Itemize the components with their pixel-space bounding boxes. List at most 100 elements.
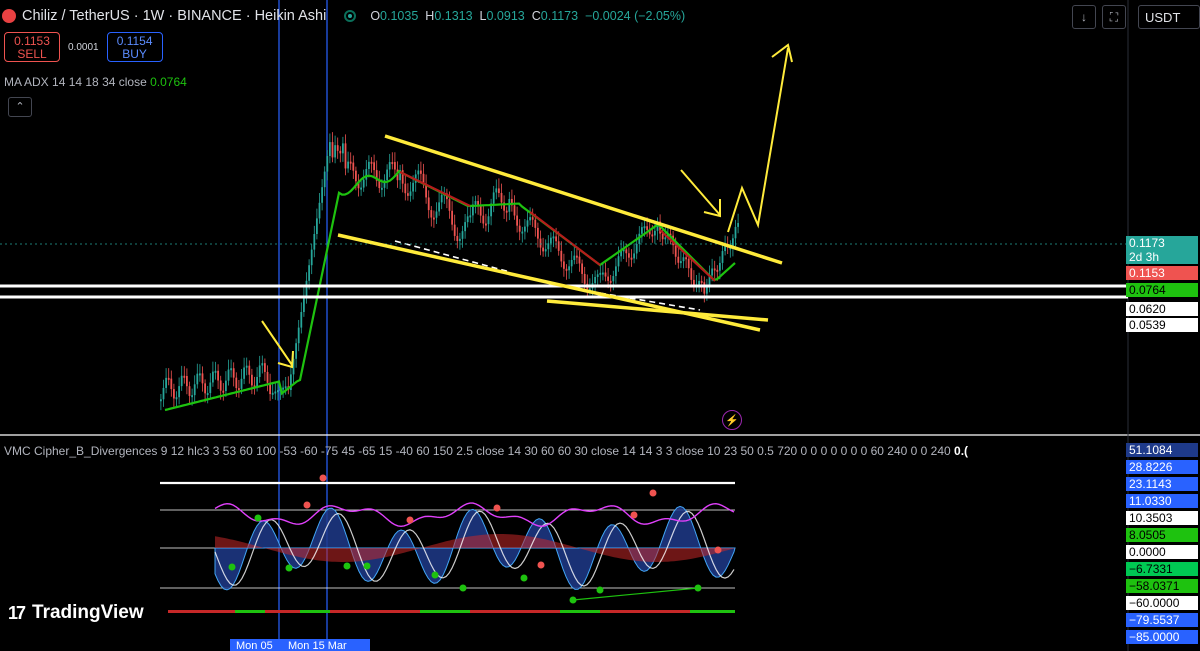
candle xyxy=(160,399,162,402)
candle xyxy=(180,375,183,387)
candle xyxy=(472,204,474,216)
trend-bar-green xyxy=(560,610,600,613)
candle xyxy=(381,187,383,190)
candle xyxy=(654,230,656,236)
candle xyxy=(513,205,516,216)
candle xyxy=(479,205,482,216)
candle xyxy=(612,276,615,282)
candle xyxy=(667,233,669,238)
candle xyxy=(555,236,557,242)
candle xyxy=(222,390,225,393)
candle xyxy=(313,234,316,250)
candle xyxy=(329,142,331,156)
candle xyxy=(209,382,212,394)
candle xyxy=(539,238,542,248)
trade-panel: 0.1153 SELL 0.0001 0.1154 BUY xyxy=(4,32,163,62)
logo-text: TradingView xyxy=(32,602,144,623)
candle xyxy=(165,377,167,388)
candle xyxy=(615,266,617,277)
projection-arrowhead xyxy=(771,43,793,63)
symbol-title[interactable]: Chiliz / TetherUS · 1W · BINANCE · Heiki… xyxy=(22,8,327,24)
candle xyxy=(256,377,258,387)
signal-dot xyxy=(459,584,467,592)
vmc-legend[interactable]: VMC Cipher_B_Divergences 9 12 hlc3 3 53 … xyxy=(4,444,968,458)
candle xyxy=(578,256,581,264)
candle xyxy=(706,287,708,294)
candle xyxy=(531,217,534,220)
signal-dot xyxy=(649,489,657,497)
ohlc-value: 0.1313 xyxy=(434,9,473,23)
candle xyxy=(625,249,628,254)
candle xyxy=(466,216,469,223)
candle xyxy=(698,280,700,285)
candle xyxy=(451,210,453,225)
candle xyxy=(201,373,204,384)
divergence-line xyxy=(572,587,699,601)
download-icon[interactable]: ↓ xyxy=(1072,5,1096,29)
candle xyxy=(529,217,531,221)
candle xyxy=(331,142,334,158)
ohlc-value: −0.0024 (−2.05%) xyxy=(585,9,686,23)
candle xyxy=(292,358,295,375)
ohlc-key: C xyxy=(531,9,541,23)
currency-select[interactable]: USDT xyxy=(1138,5,1200,29)
signal-dot xyxy=(537,561,545,569)
candle xyxy=(230,368,232,371)
candle xyxy=(602,272,604,275)
candle xyxy=(461,231,464,239)
candle xyxy=(729,247,732,250)
candle xyxy=(277,390,279,393)
candle xyxy=(243,367,245,379)
candle xyxy=(253,385,256,388)
candle xyxy=(542,247,544,252)
candle xyxy=(409,191,412,196)
ma-adx-legend[interactable]: MA ADX 14 14 18 34 close 0.0764 xyxy=(4,75,187,89)
candle xyxy=(199,373,201,376)
candle xyxy=(308,265,310,281)
candle xyxy=(370,161,373,164)
candle xyxy=(342,143,344,154)
chart-header: Chiliz / TetherUS · 1W · BINANCE · Heiki… xyxy=(0,0,692,32)
osc-label: 23.1143 xyxy=(1126,477,1198,491)
ma-adx-line xyxy=(164,169,736,412)
candle xyxy=(323,171,326,188)
lightning-icon[interactable]: ⚡ xyxy=(722,410,742,430)
candle xyxy=(687,258,690,269)
buy-label: BUY xyxy=(122,47,147,61)
candle xyxy=(570,259,573,267)
candle xyxy=(282,387,284,390)
buy-button[interactable]: 0.1154 BUY xyxy=(106,32,163,62)
candle xyxy=(547,243,550,250)
candle xyxy=(685,257,687,260)
candle xyxy=(503,202,505,211)
candle xyxy=(583,273,586,284)
sell-price: 0.1153 xyxy=(14,34,50,48)
candle xyxy=(425,183,427,198)
rsi-line xyxy=(214,502,735,528)
candle xyxy=(552,236,555,239)
candle xyxy=(258,365,261,378)
tradingview-logo[interactable]: 17 TradingView xyxy=(8,602,144,624)
candle xyxy=(537,227,539,239)
osc-label: 51.1084 xyxy=(1126,443,1198,457)
candle xyxy=(305,280,308,297)
candle xyxy=(622,249,625,252)
pointer-arrow-2 xyxy=(261,320,294,369)
collapse-legend-icon[interactable]: ⌃ xyxy=(8,97,32,117)
candle xyxy=(427,197,430,211)
candle xyxy=(394,162,396,170)
candle xyxy=(193,384,196,396)
fullscreen-icon[interactable]: ⛶ xyxy=(1102,5,1126,29)
sell-button[interactable]: 0.1153 SELL xyxy=(4,32,60,62)
candle xyxy=(594,277,596,284)
candle xyxy=(336,145,339,151)
candle xyxy=(459,238,461,242)
signal-dot xyxy=(285,564,293,572)
candle xyxy=(407,193,409,196)
candle xyxy=(469,215,472,218)
candle xyxy=(373,162,375,171)
candle xyxy=(708,275,711,288)
candle xyxy=(303,296,305,312)
money-flow xyxy=(215,534,735,562)
